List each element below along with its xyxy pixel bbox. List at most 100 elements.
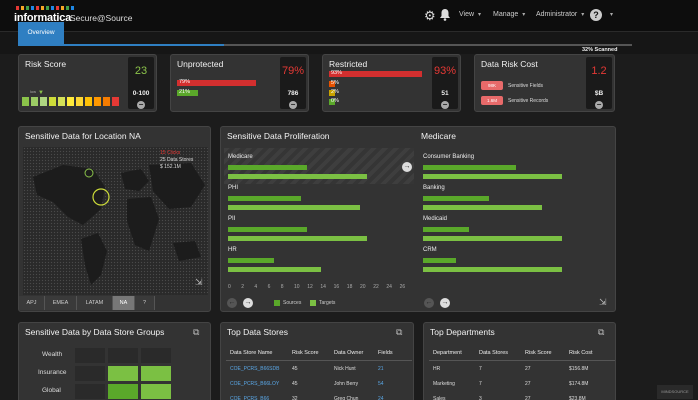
store-header[interactable]: Risk Score (292, 350, 319, 356)
right-category-targets-bar[interactable] (423, 267, 562, 272)
dept-header[interactable]: Risk Score (525, 350, 552, 356)
risk-score-panel[interactable]: Risk Score 23 0-100 − (18, 54, 157, 112)
bell-icon[interactable] (439, 8, 451, 24)
axis-tick-label: 8 (280, 284, 284, 290)
collapse-icon[interactable]: − (137, 100, 145, 109)
right-category-targets-bar[interactable] (423, 205, 543, 210)
risk-scale-cell (67, 97, 74, 106)
left-category-targets-bar[interactable] (228, 205, 361, 210)
left-category-sources-bar[interactable] (228, 165, 308, 170)
region-tab-latam[interactable]: LATAM (77, 296, 113, 310)
group-cell[interactable] (108, 348, 138, 363)
right-category-sources-bar[interactable] (423, 258, 457, 263)
bar-fill (177, 90, 198, 96)
arrow-right-icon[interactable]: → (402, 162, 412, 172)
store-cell[interactable]: COE_PCRS_B66LOY (230, 381, 280, 387)
product-name: Secure@Source (70, 13, 133, 23)
dept-cell: 3 (479, 396, 482, 400)
unprotected-bar-2: 21% (177, 89, 277, 96)
user-menu[interactable]: Administrator ▾ (536, 11, 584, 18)
region-tab-apj[interactable]: APJ (19, 296, 45, 310)
dept-cell: 27 (525, 381, 531, 387)
region-tab-na[interactable]: NA (113, 296, 135, 310)
store-cell[interactable]: 24 (378, 396, 384, 400)
left-category-targets-bar[interactable] (228, 267, 321, 272)
left-category-sources-bar[interactable] (228, 227, 308, 232)
risk-marker-icon: ▼ (38, 90, 44, 96)
sensitive-records-label: Sensitive Records (508, 98, 549, 104)
risk-score-value: 23 (134, 65, 148, 77)
group-cell[interactable] (75, 348, 105, 363)
left-category-targets-bar[interactable] (228, 174, 367, 179)
view-menu[interactable]: View ▾ (459, 11, 481, 18)
restricted-panel[interactable]: Restricted 93% 5% 2% 0% 93% 51 − (322, 54, 461, 112)
axis-tick-label: 16 (333, 284, 340, 290)
risk-scale-cell (31, 97, 38, 106)
region-tab-emea[interactable]: EMEA (45, 296, 77, 310)
help-icon[interactable]: ? (590, 9, 602, 21)
data-risk-cost-panel[interactable]: Data Risk Cost 98K Sensitive Fields 1.6M… (474, 54, 615, 112)
expand-icon[interactable]: ⧉ (598, 327, 605, 337)
store-cell[interactable]: 54 (378, 381, 384, 387)
dept-cell: Sales (433, 396, 446, 400)
dept-header[interactable]: Data Stores (479, 350, 509, 356)
region-tab-other[interactable]: ? (135, 296, 155, 310)
arrow-left-icon[interactable]: ← (227, 298, 237, 308)
left-category-sources-bar[interactable] (228, 258, 275, 263)
expand-icon[interactable]: ⧉ (396, 327, 403, 337)
store-cell: 45 (292, 366, 298, 372)
risk-scale-cell (76, 97, 83, 106)
unprotected-count: 786 (287, 90, 299, 97)
group-cell[interactable] (108, 366, 138, 381)
collapse-icon[interactable]: − (441, 100, 449, 109)
group-cell[interactable] (75, 384, 105, 399)
dept-cell: $156.8M (569, 366, 589, 372)
collapse-icon[interactable]: − (595, 100, 603, 109)
left-category-targets-bar[interactable] (228, 236, 367, 241)
store-cell[interactable]: COE_PCRS_B66SDB (230, 366, 280, 372)
arrow-left-icon[interactable]: ← (424, 298, 434, 308)
dept-cell: $23.8M (569, 396, 586, 400)
chevron-down-icon: ▾ (478, 12, 482, 18)
store-cell: John Berry (334, 381, 359, 387)
user-menu-label: Administrator (536, 11, 578, 18)
export-icon[interactable]: ⇲ (195, 277, 203, 287)
group-cell[interactable] (141, 384, 171, 399)
store-header[interactable]: Data Owner (334, 350, 364, 356)
bar-fill (329, 81, 335, 87)
risk-scale-cell (40, 97, 47, 106)
group-cell[interactable] (75, 366, 105, 381)
dept-cell: 27 (525, 396, 531, 400)
chevron-down-icon: ▾ (581, 12, 585, 18)
world-map[interactable] (23, 147, 208, 295)
store-header[interactable]: Fields (378, 350, 393, 356)
right-category-sources-bar[interactable] (423, 165, 516, 170)
right-category-targets-bar[interactable] (423, 236, 562, 241)
dept-header[interactable]: Risk Cost (569, 350, 593, 356)
right-category-targets-bar[interactable] (423, 174, 562, 179)
arrow-right-icon[interactable]: → (440, 298, 450, 308)
unprotected-panel[interactable]: Unprotected 79% 21% 79% 786 − (170, 54, 309, 112)
group-cell[interactable] (141, 366, 171, 381)
store-header[interactable]: Data Store Name (230, 350, 273, 356)
expand-icon[interactable]: ⧉ (193, 327, 200, 337)
export-icon[interactable]: ⇲ (599, 297, 607, 307)
tab-overview[interactable]: Overview (18, 22, 64, 44)
south-america-shape (81, 233, 107, 285)
right-category-sources-bar[interactable] (423, 227, 470, 232)
store-cell[interactable]: 21 (378, 366, 384, 372)
left-category-sources-bar[interactable] (228, 196, 301, 201)
collapse-icon[interactable]: − (289, 100, 297, 109)
group-cell[interactable] (141, 348, 171, 363)
world-map-shapes (33, 163, 205, 285)
risk-scale-cell (103, 97, 110, 106)
right-category-sources-bar[interactable] (423, 196, 490, 201)
store-cell[interactable]: COE_PCRS_B66 (230, 396, 270, 400)
manage-menu[interactable]: Manage ▾ (493, 11, 525, 18)
group-cell[interactable] (108, 384, 138, 399)
arrow-right-icon[interactable]: → (243, 298, 253, 308)
help-menu-chevron[interactable]: ▾ (606, 11, 613, 18)
gear-icon[interactable]: ⚙ (424, 8, 436, 23)
dept-header[interactable]: Department (433, 350, 462, 356)
store-cell: 45 (292, 381, 298, 387)
